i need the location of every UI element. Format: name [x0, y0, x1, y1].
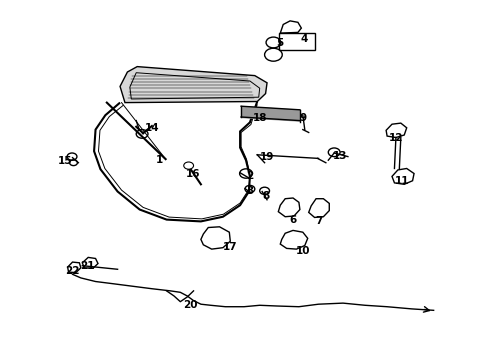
Text: 9: 9 [299, 113, 306, 123]
Text: 15: 15 [57, 156, 72, 166]
Text: 8: 8 [263, 191, 270, 201]
Text: 14: 14 [145, 123, 159, 133]
Text: 5: 5 [277, 38, 284, 48]
Text: 4: 4 [300, 34, 308, 44]
Polygon shape [120, 67, 267, 103]
Text: 22: 22 [65, 266, 80, 276]
Text: 10: 10 [295, 246, 310, 256]
Text: 17: 17 [223, 242, 238, 252]
Text: 7: 7 [315, 216, 322, 226]
Text: 1: 1 [156, 155, 163, 165]
Text: 18: 18 [252, 113, 267, 123]
Text: 13: 13 [333, 150, 348, 161]
Text: 3: 3 [246, 186, 253, 196]
Text: 21: 21 [80, 261, 95, 271]
Text: 20: 20 [183, 300, 197, 310]
FancyBboxPatch shape [279, 33, 315, 50]
Text: 19: 19 [260, 152, 274, 162]
Text: 12: 12 [389, 132, 403, 143]
Text: 2: 2 [246, 171, 253, 181]
Text: 6: 6 [290, 215, 296, 225]
Text: 11: 11 [394, 176, 409, 186]
Circle shape [184, 162, 194, 169]
Text: 16: 16 [186, 168, 201, 179]
